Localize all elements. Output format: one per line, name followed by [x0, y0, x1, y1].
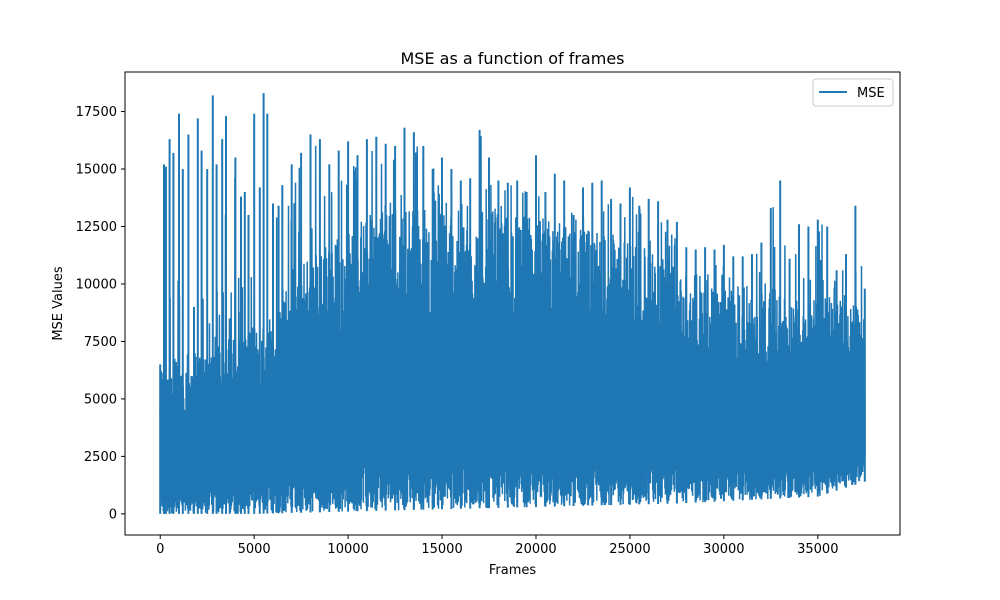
y-tick-label: 2500: [84, 450, 117, 465]
legend-box: [812, 78, 894, 107]
y-tick-label: 0: [109, 507, 117, 522]
x-tick-label: 15000: [421, 542, 462, 557]
y-tick-label: 12500: [76, 220, 117, 235]
x-tick-label: 25000: [609, 542, 650, 557]
axes-frame: [124, 71, 901, 536]
y-axis: 0 2500 5000 7500 10000 12500 15000 17500: [76, 105, 125, 522]
x-tick-label: 0: [156, 542, 164, 557]
chart-title: MSE as a function of frames: [400, 49, 624, 68]
x-tick-label: 35000: [797, 542, 838, 557]
legend: MSE: [812, 78, 894, 107]
y-tick-label: 17500: [76, 105, 117, 120]
x-tick-label: 20000: [515, 542, 556, 557]
x-tick-label: 10000: [327, 542, 368, 557]
y-axis-label: MSE Values: [51, 266, 66, 341]
legend-mse-label: MSE: [857, 86, 885, 101]
x-axis-label: Frames: [489, 563, 537, 578]
y-tick-label: 15000: [76, 163, 117, 178]
y-tick-label: 10000: [76, 277, 117, 292]
y-tick-label: 7500: [84, 335, 117, 350]
x-axis: 0 5000 10000 15000 20000 25000 30000 35000: [156, 535, 838, 557]
x-tick-label: 5000: [238, 542, 271, 557]
y-tick-label: 5000: [84, 392, 117, 407]
plot-area: [159, 93, 866, 514]
x-tick-label: 30000: [703, 542, 744, 557]
